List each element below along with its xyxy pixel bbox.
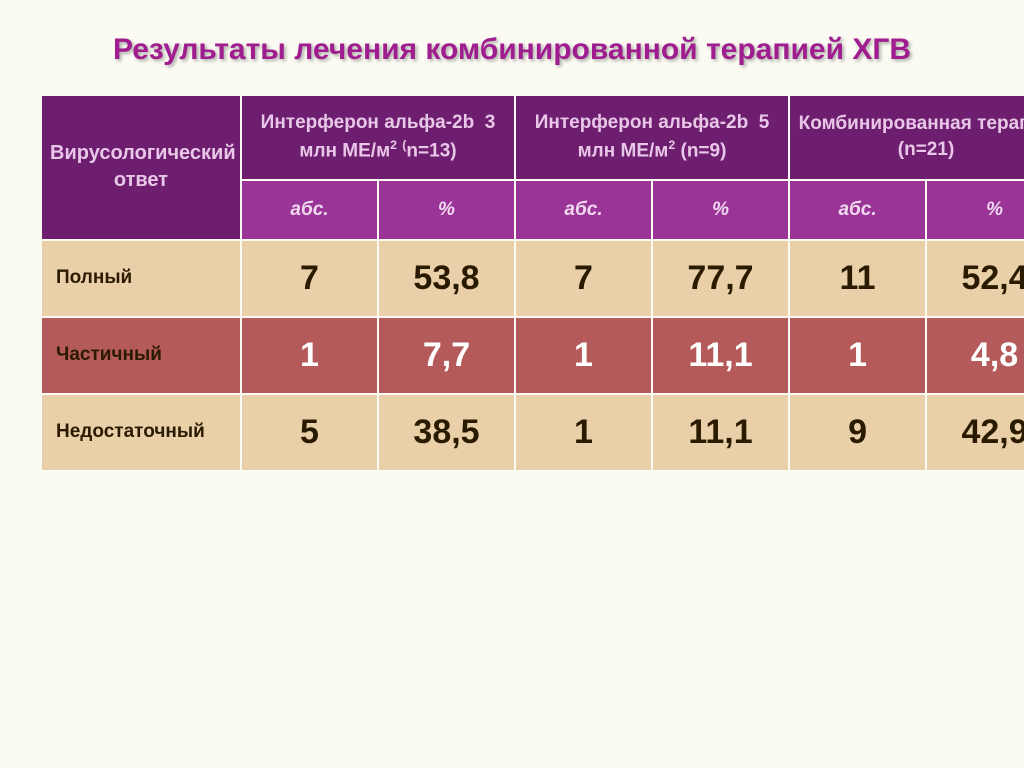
cell-value: 11,1: [652, 394, 789, 471]
subheader-pct-0: %: [378, 180, 515, 240]
cell-value: 53,8: [378, 240, 515, 317]
slide: Результаты лечения комбинированной терап…: [0, 0, 1024, 512]
cell-value: 1: [515, 317, 652, 394]
cell-value: 1: [241, 317, 378, 394]
row-label: Недостаточный: [41, 394, 241, 471]
cell-value: 42,9: [926, 394, 1024, 471]
cell-value: 5: [241, 394, 378, 471]
table-row: Полный 7 53,8 7 77,7 11 52,4: [41, 240, 1024, 317]
cell-value: 11,1: [652, 317, 789, 394]
table-row: Недостаточный 5 38,5 1 11,1 9 42,9: [41, 394, 1024, 471]
cell-value: 7: [241, 240, 378, 317]
row-label-header: Вирусологический ответ: [41, 95, 241, 240]
header-row-groups: Вирусологический ответ Интерферон альфа-…: [41, 95, 1024, 180]
subheader-abs-2: абс.: [789, 180, 926, 240]
cell-value: 1: [515, 394, 652, 471]
table-body: Полный 7 53,8 7 77,7 11 52,4 Частичный 1…: [41, 240, 1024, 471]
subheader-abs-1: абс.: [515, 180, 652, 240]
cell-value: 77,7: [652, 240, 789, 317]
results-table: Вирусологический ответ Интерферон альфа-…: [40, 94, 1024, 472]
subheader-pct-1: %: [652, 180, 789, 240]
cell-value: 38,5: [378, 394, 515, 471]
cell-value: 4,8: [926, 317, 1024, 394]
row-label: Частичный: [41, 317, 241, 394]
group-header-2: Комбинированная терапия (n=21): [789, 95, 1024, 180]
cell-value: 7: [515, 240, 652, 317]
slide-title: Результаты лечения комбинированной терап…: [40, 30, 984, 69]
group-header-0: Интерферон альфа-2b 3 млн МЕ/м2 (n=13): [241, 95, 515, 180]
subheader-pct-2: %: [926, 180, 1024, 240]
subheader-abs-0: абс.: [241, 180, 378, 240]
group-header-1: Интерферон альфа-2b 5 млн МЕ/м2 (n=9): [515, 95, 789, 180]
cell-value: 9: [789, 394, 926, 471]
cell-value: 52,4: [926, 240, 1024, 317]
cell-value: 1: [789, 317, 926, 394]
cell-value: 7,7: [378, 317, 515, 394]
table-row: Частичный 1 7,7 1 11,1 1 4,8: [41, 317, 1024, 394]
cell-value: 11: [789, 240, 926, 317]
row-label: Полный: [41, 240, 241, 317]
